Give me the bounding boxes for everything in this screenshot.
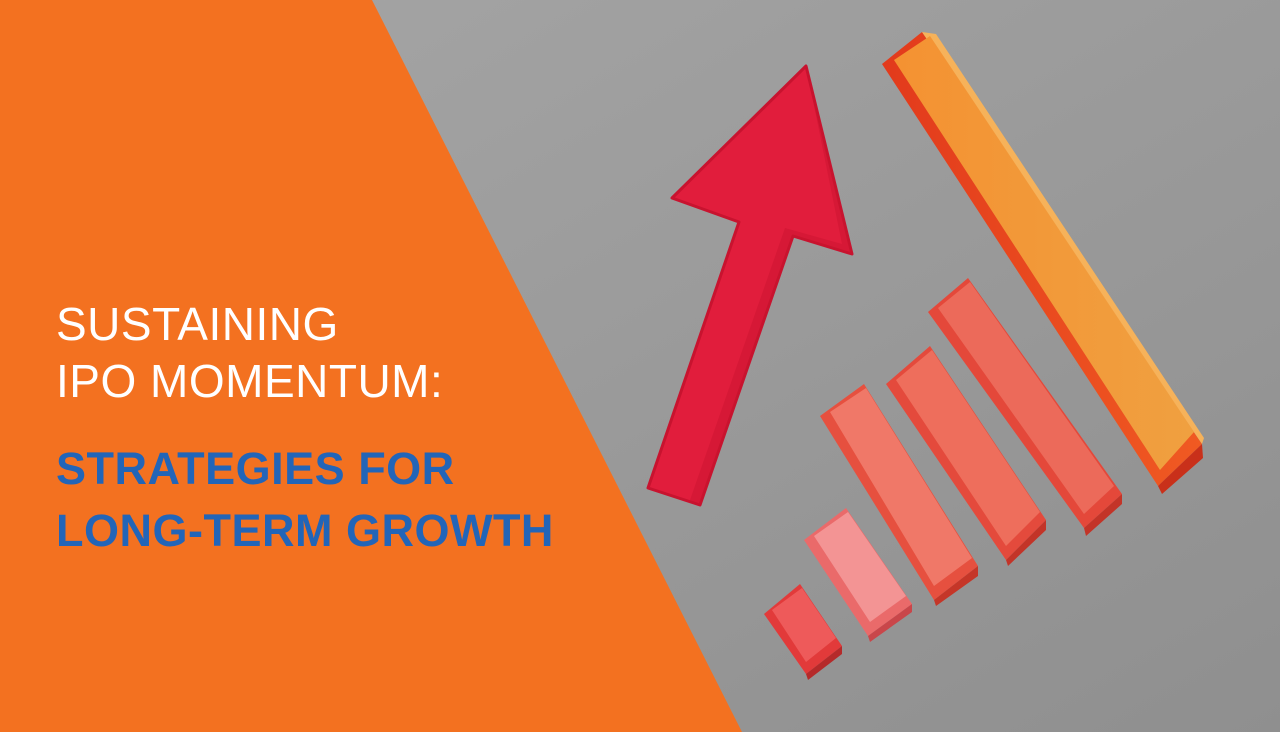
bar-4 [928,278,1122,536]
headline-blue-group: STRATEGIES FOR LONG-TERM GROWTH [56,438,656,562]
headline-line-3: STRATEGIES FOR [56,443,455,494]
red-arrow-icon [646,64,854,507]
bar-3 [886,346,1046,566]
headline-line-2: IPO MOMENTUM: [56,355,444,407]
bar-0 [764,584,842,680]
bar-2 [820,384,978,606]
headline: SUSTAINING IPO MOMENTUM: STRATEGIES FOR … [56,296,656,562]
tall-bar [882,32,1204,494]
bar-1 [804,508,912,642]
headline-line-4: LONG-TERM GROWTH [56,505,554,556]
orange-panel [0,0,742,732]
headline-line-1: SUSTAINING [56,298,339,350]
